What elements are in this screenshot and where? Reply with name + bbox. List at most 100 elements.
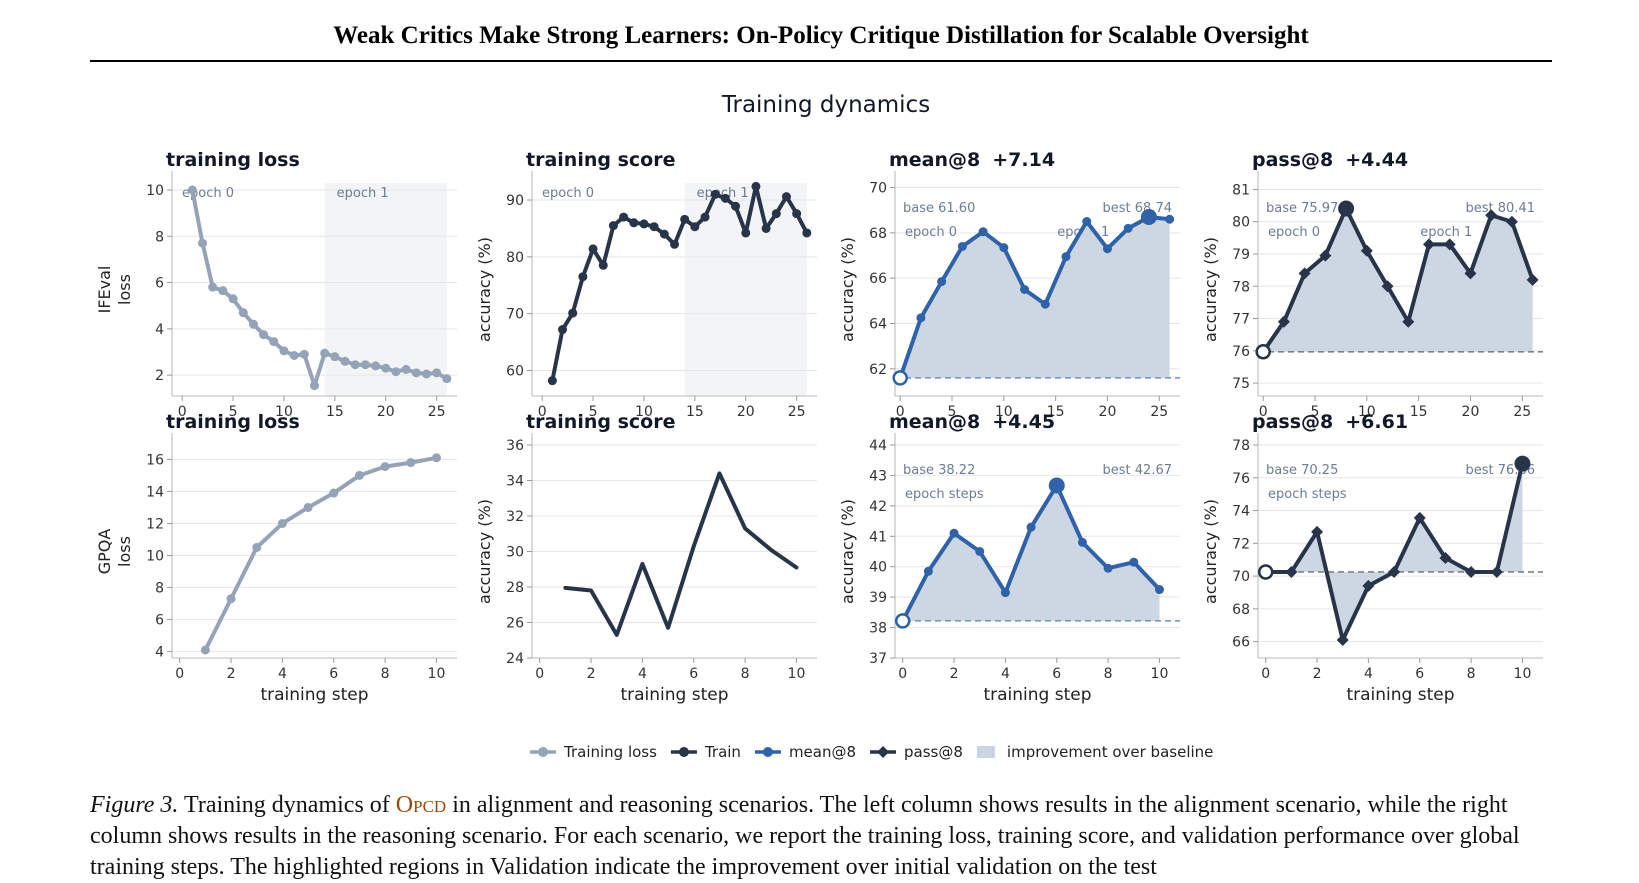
start-point bbox=[1257, 564, 1274, 580]
data-point bbox=[949, 528, 959, 538]
base-label: base 61.60 bbox=[903, 201, 975, 216]
panel-title: mean@8 +7.14 bbox=[889, 149, 1055, 171]
legend-item-5: improvement over baseline bbox=[976, 743, 1213, 761]
data-point bbox=[1464, 267, 1477, 280]
base-label: base 38.22 bbox=[903, 463, 975, 478]
legend-label: Train bbox=[704, 743, 741, 761]
data-point bbox=[401, 364, 411, 374]
y-tick-label: 8 bbox=[155, 229, 164, 245]
y-tick-label: 32 bbox=[506, 509, 524, 525]
improvement-area bbox=[902, 485, 1160, 621]
y-tick-label: 4 bbox=[155, 322, 164, 338]
data-point bbox=[1298, 267, 1311, 280]
epoch-steps-label: epoch steps bbox=[1268, 487, 1347, 502]
epoch-steps-label: epoch steps bbox=[905, 487, 984, 502]
panel-title: training score bbox=[526, 411, 675, 433]
data-point bbox=[411, 368, 421, 378]
y-axis-label: IFEval bbox=[95, 266, 114, 314]
data-point bbox=[238, 308, 248, 318]
data-point bbox=[1061, 252, 1071, 262]
x-tick-label: 10 bbox=[788, 666, 806, 682]
x-tick-label: 0 bbox=[538, 404, 547, 420]
panel-delta: +7.14 bbox=[992, 149, 1055, 171]
data-point bbox=[957, 241, 967, 251]
data-point bbox=[568, 308, 578, 318]
y-axis-label: loss bbox=[115, 536, 134, 567]
y-tick-label: 36 bbox=[506, 438, 524, 454]
y-tick-label: 10 bbox=[146, 183, 164, 199]
y-tick-label: 66 bbox=[1232, 635, 1250, 651]
x-tick-label: 15 bbox=[326, 404, 344, 420]
y-tick-label: 66 bbox=[869, 271, 887, 287]
data-point bbox=[431, 453, 441, 463]
data-point bbox=[381, 363, 391, 373]
data-point bbox=[680, 214, 690, 224]
data-point bbox=[303, 502, 313, 512]
x-tick-label: 2 bbox=[950, 666, 959, 682]
data-point bbox=[588, 244, 598, 254]
data-point bbox=[330, 352, 340, 362]
data-point bbox=[670, 239, 679, 249]
data-point bbox=[792, 209, 802, 219]
data-point bbox=[218, 286, 228, 296]
panel-title: training loss bbox=[166, 149, 300, 171]
chart-panel-4: pass@8 +4.44 75 76 77 78 79 80 81 0 5 10 15 20 25 accur… bbox=[1201, 149, 1543, 420]
data-point bbox=[1402, 315, 1415, 328]
y-tick-label: 60 bbox=[506, 363, 524, 379]
data-point bbox=[187, 185, 197, 195]
data-point bbox=[198, 238, 208, 248]
x-tick-label: 10 bbox=[995, 404, 1013, 420]
x-tick-label: 15 bbox=[1410, 404, 1428, 420]
panel-delta: +4.45 bbox=[992, 411, 1055, 433]
x-tick-label: 4 bbox=[1001, 666, 1010, 682]
x-tick-label: 8 bbox=[381, 666, 390, 682]
data-point bbox=[923, 566, 933, 576]
data-point bbox=[1154, 585, 1164, 595]
data-point bbox=[1020, 285, 1030, 294]
y-tick-label: 70 bbox=[1232, 569, 1250, 585]
y-tick-label: 28 bbox=[506, 580, 524, 596]
data-point bbox=[1165, 214, 1175, 224]
y-tick-label: 79 bbox=[1232, 247, 1250, 263]
y-tick-label: 68 bbox=[1232, 602, 1250, 618]
data-point bbox=[975, 547, 985, 556]
y-axis-label: accuracy (%) bbox=[475, 499, 494, 604]
data-point bbox=[1505, 215, 1518, 228]
data-point bbox=[279, 346, 289, 356]
y-tick-label: 30 bbox=[506, 545, 524, 561]
y-tick-label: 72 bbox=[1232, 536, 1250, 552]
data-point bbox=[619, 212, 629, 222]
epoch-0-label: epoch 0 bbox=[542, 186, 594, 201]
epoch-1-label: epoch 1 bbox=[337, 186, 389, 201]
y-tick-label: 76 bbox=[1232, 471, 1250, 487]
x-tick-label: 0 bbox=[898, 666, 907, 682]
x-tick-label: 5 bbox=[1311, 404, 1320, 420]
panel-delta: +4.44 bbox=[1345, 149, 1408, 171]
data-point bbox=[228, 294, 238, 304]
y-tick-label: 4 bbox=[155, 645, 164, 661]
x-tick-label: 10 bbox=[275, 404, 293, 420]
data-point bbox=[937, 277, 947, 287]
x-tick-label: 5 bbox=[948, 404, 957, 420]
legend-label: Training loss bbox=[563, 743, 657, 761]
data-point bbox=[371, 361, 381, 371]
x-tick-label: 25 bbox=[788, 404, 806, 420]
x-tick-label: 15 bbox=[1047, 404, 1065, 420]
x-axis-label: training step bbox=[983, 685, 1091, 705]
best-point bbox=[1514, 455, 1531, 472]
data-point bbox=[406, 458, 416, 468]
data-point bbox=[1277, 315, 1290, 328]
base-label: base 70.25 bbox=[1266, 463, 1338, 478]
data-point bbox=[1360, 244, 1373, 257]
chart-panel-5: training loss 4 6 8 10 12 14 16 0 2 4 6 8 10 training … bbox=[95, 411, 457, 705]
data-point bbox=[578, 272, 588, 282]
data-point bbox=[248, 319, 258, 329]
x-tick-label: 10 bbox=[1514, 666, 1532, 682]
data-point bbox=[1000, 588, 1010, 598]
data-point bbox=[547, 376, 557, 386]
series-line bbox=[563, 471, 799, 637]
data-point bbox=[252, 542, 262, 552]
figure-caption: Figure 3. Training dynamics of Opcd in a… bbox=[90, 790, 1560, 883]
